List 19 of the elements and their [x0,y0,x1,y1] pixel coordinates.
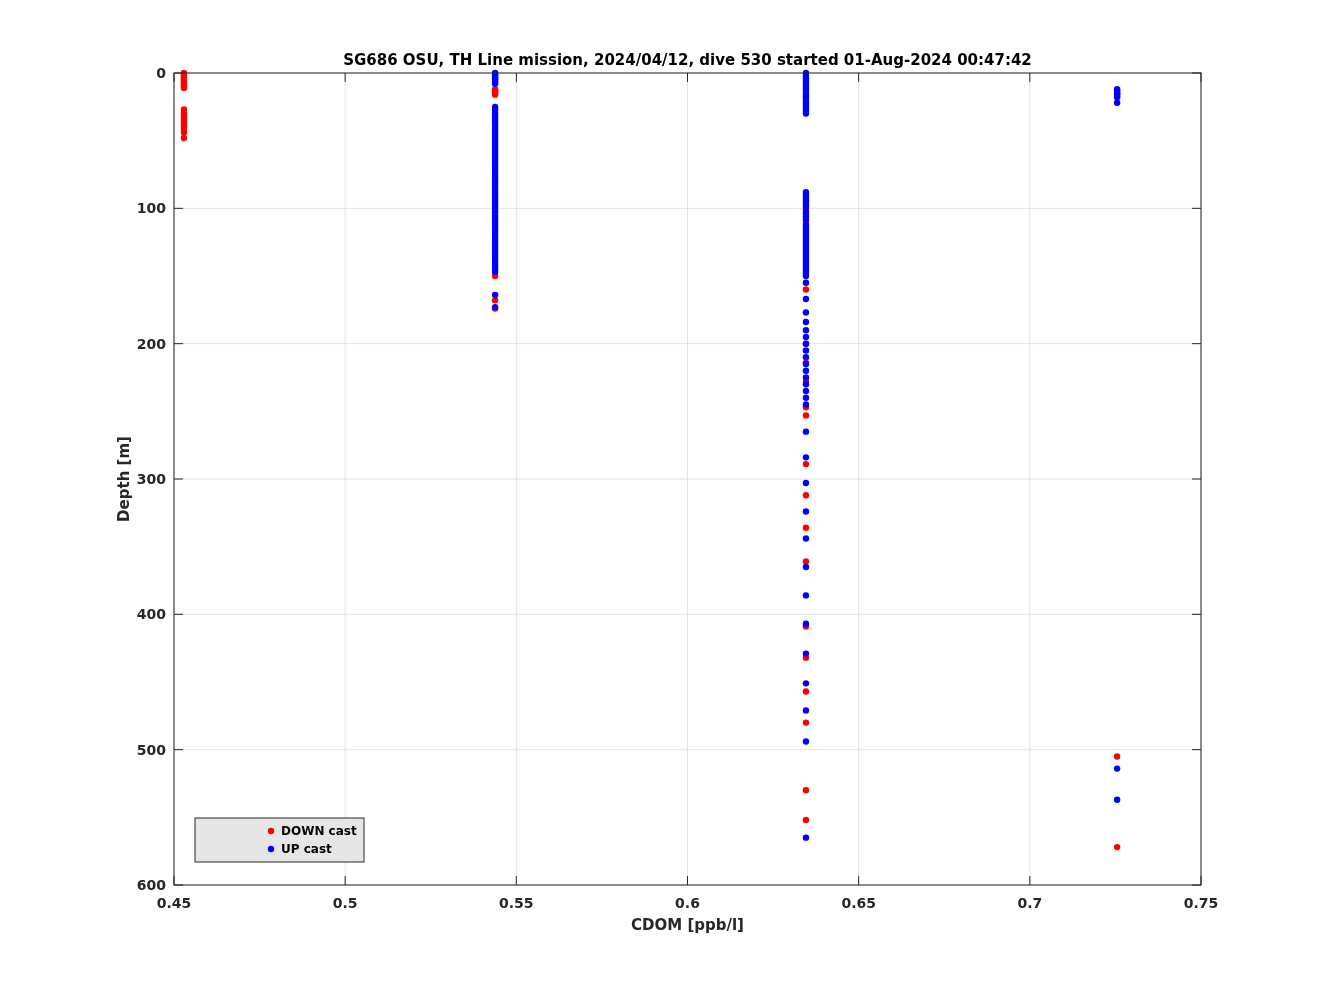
y-axis-title: Depth [m] [115,436,133,522]
y-tick-label: 600 [136,877,167,893]
x-tick-label: 0.7 [1017,895,1043,911]
x-tick-label: 0.6 [675,895,700,911]
y-tick-label: 0 [156,65,167,81]
x-tick-label: 0.75 [1183,895,1219,911]
x-tick-label: 0.5 [332,895,358,911]
legend-label: UP cast [281,842,333,856]
chart-title: SG686 OSU, TH Line mission, 2024/04/12, dive 530 started 01-Aug-2024 00:47:42 [343,51,1032,69]
legend-label: DOWN cast [281,824,357,838]
y-tick-label: 500 [136,741,167,758]
y-tick-label: 100 [136,200,167,217]
y-tick-label: 300 [136,471,167,487]
y-tick-label: 400 [136,606,167,623]
x-tick-label: 0.45 [156,895,192,911]
y-tick-label: 200 [136,335,167,352]
x-tick-label: 0.55 [499,895,534,911]
x-tick-label: 0.65 [841,895,876,911]
x-axis-title: CDOM [ppb/l] [631,916,744,934]
